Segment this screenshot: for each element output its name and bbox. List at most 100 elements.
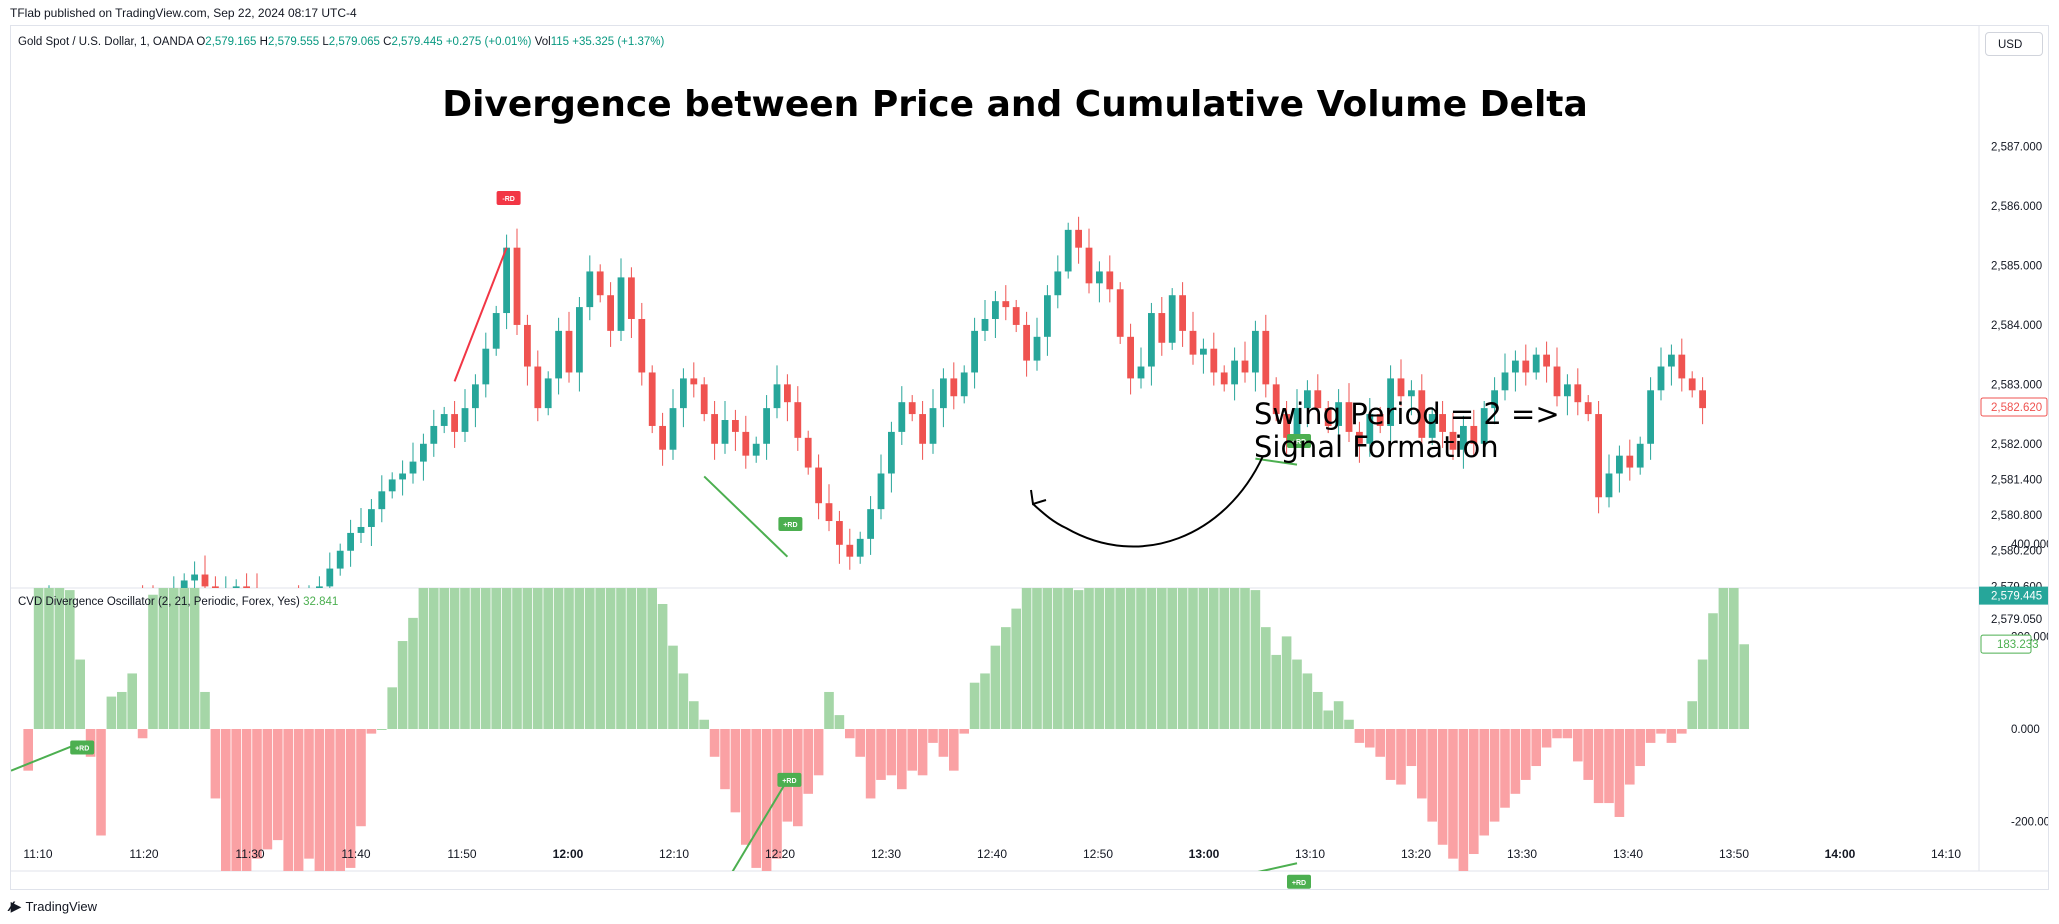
candle (721, 400, 729, 454)
candle (1179, 282, 1186, 347)
candle-body (908, 402, 916, 415)
histogram-bar (460, 588, 470, 729)
histogram-bar (1188, 588, 1198, 729)
candle-body (1574, 384, 1582, 403)
candle (1543, 341, 1550, 383)
candle (1480, 400, 1488, 451)
candle (513, 228, 521, 336)
osc-divergence-line (11, 741, 81, 772)
histogram-bar (938, 729, 949, 757)
candle-body (1127, 336, 1134, 379)
candle-body (763, 408, 770, 444)
candle-body (1075, 229, 1082, 248)
time-tick-label: 13:30 (1507, 847, 1537, 861)
histogram-bar (1063, 588, 1073, 729)
currency-button[interactable]: USD (1985, 32, 2043, 56)
candle-body (492, 313, 500, 349)
volume-value: 115 (550, 36, 570, 48)
histogram-bar (148, 594, 158, 729)
candle-body (1179, 295, 1186, 331)
candle (1512, 350, 1519, 392)
histogram-bar (969, 682, 980, 729)
candle-body (191, 574, 198, 581)
osc-signal-badge: +RD (777, 772, 802, 787)
histogram-bar (491, 588, 501, 729)
histogram-bar (169, 588, 179, 729)
candle-body (1012, 307, 1020, 325)
candle (711, 400, 718, 460)
candle (659, 412, 666, 466)
histogram-bar (1177, 588, 1188, 729)
histogram-bar (1593, 729, 1604, 804)
candle (576, 297, 583, 392)
candle (1158, 297, 1166, 356)
current-close-badge-bg (1980, 397, 2048, 417)
candle (596, 264, 604, 303)
candle-body (1439, 414, 1446, 432)
candle (607, 282, 614, 347)
histogram-bar (1583, 729, 1593, 780)
candle-body (586, 271, 594, 308)
candle (256, 573, 258, 588)
histogram-bar (1198, 588, 1209, 729)
candle-body (1688, 378, 1696, 391)
histogram-bar (1656, 729, 1666, 734)
histogram-bar (23, 729, 33, 771)
price-tick-label: 2,579.050 (1991, 614, 2042, 626)
osc-value-label: 183.233 (1997, 639, 2039, 651)
candle-body (1584, 402, 1592, 415)
histogram-bar (772, 729, 782, 859)
candle-body (1220, 372, 1228, 385)
candle (836, 510, 843, 564)
candle (1116, 282, 1124, 344)
candle-body (1272, 384, 1280, 415)
candle-body (648, 372, 656, 426)
candle (960, 365, 968, 404)
histogram-bar (730, 729, 741, 813)
candle (867, 496, 874, 555)
candle-body (482, 348, 490, 385)
candle-body (877, 473, 885, 510)
histogram-bar (1510, 729, 1521, 794)
histogram-bar (949, 729, 959, 771)
histogram-bar (356, 729, 366, 827)
candle-body (77, 616, 84, 622)
candle (173, 576, 175, 588)
candle (1439, 400, 1446, 448)
candle (298, 585, 300, 588)
histogram-bar (273, 729, 283, 841)
candle (888, 421, 895, 493)
candle (1584, 395, 1592, 422)
candle-body (503, 247, 510, 314)
symbol-name: Gold Spot / U.S. Dollar, 1, OANDA (18, 36, 194, 48)
candle-body (1033, 336, 1041, 361)
price-tick-label: 2,580.800 (1991, 510, 2042, 522)
time-tick-label: 12:40 (977, 847, 1007, 861)
candle (1449, 412, 1457, 460)
candle (1200, 338, 1207, 374)
candle-body (316, 586, 323, 588)
histogram-bar (179, 588, 189, 729)
histogram-bar (803, 729, 813, 794)
histogram-bar (1687, 701, 1697, 729)
candle (1470, 409, 1478, 457)
chart-canvas[interactable]: 2,587.000 2,586.000 2,585.000 2,584.000 2,58… (11, 26, 2048, 889)
histogram-bar (595, 588, 605, 729)
candle-body (565, 330, 573, 373)
candle (950, 362, 958, 410)
time-tick-label: 11:50 (447, 847, 476, 861)
histogram-bar (1209, 588, 1219, 729)
last-price-badge: 2,579.445 (1979, 586, 2048, 605)
candle-body (1064, 229, 1072, 272)
time-tick-label: 13:00 (1189, 847, 1220, 861)
candle (586, 255, 594, 321)
histogram-bar (44, 588, 54, 729)
candle-body (680, 378, 687, 409)
candle (1366, 398, 1374, 457)
histogram-bar (1739, 644, 1749, 729)
histogram-bar (1229, 588, 1240, 729)
candle (388, 472, 396, 499)
histogram-bar (449, 588, 460, 729)
histogram-bar (1448, 729, 1458, 859)
candle-body (825, 503, 833, 522)
